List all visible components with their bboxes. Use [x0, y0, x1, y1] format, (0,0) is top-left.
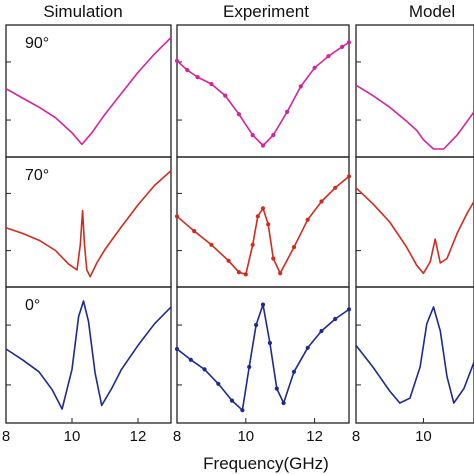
data-point-r2-1: [188, 357, 193, 362]
curve-c2-r2: [355, 306, 474, 404]
data-point-r2-10: [274, 386, 279, 391]
data-point-r2-15: [333, 316, 338, 322]
curve-c2-r0: [355, 84, 474, 150]
data-point-r2-14: [319, 328, 324, 334]
data-point-r0-8: [271, 133, 276, 138]
curve-c2-r1: [355, 187, 474, 275]
data-point-r0-2: [195, 75, 200, 80]
data-point-r0-5: [236, 112, 241, 117]
panel-grid: 90° 70° 0° 8 10 12 8 10 12 8 10: [2, 24, 474, 445]
data-point-r0-0: [174, 58, 180, 63]
data-point-r0-14: [346, 40, 352, 45]
curve-c1-r1: [176, 175, 350, 276]
data-point-r1-8: [260, 206, 266, 211]
x-tick-label-c0-1: 10: [64, 428, 81, 445]
data-point-r2-4: [229, 398, 235, 403]
data-point-r1-0: [174, 214, 180, 219]
curve-c1-r0: [176, 41, 350, 147]
data-point-r0-11: [312, 65, 317, 70]
curve-c1-r2: [176, 303, 350, 412]
data-point-r1-9: [266, 222, 271, 227]
data-point-r2-12: [291, 369, 297, 374]
x-tick-label-c0-0: 8: [2, 428, 10, 445]
data-point-r1-2: [209, 242, 214, 247]
model-column-title: Model: [409, 2, 455, 21]
curve-c0-r1: [5, 170, 172, 278]
curve-c0-r0: [5, 37, 172, 146]
panel-frame-c1-r2: [176, 286, 350, 424]
data-point-r0-7: [260, 143, 266, 148]
data-point-r1-7: [255, 214, 260, 219]
data-point-r2-2: [202, 367, 207, 372]
x-tick-label-c2-1: 10: [415, 428, 432, 445]
data-point-r1-14: [319, 199, 324, 204]
data-point-r0-12: [326, 54, 331, 59]
data-point-r2-8: [260, 302, 266, 307]
data-point-r2-6: [247, 364, 252, 370]
curve-c0-r2: [5, 300, 172, 410]
x-axis-label: Frequency(GHz): [203, 454, 329, 473]
data-point-r1-10: [271, 256, 276, 261]
simulation-column-title: Simulation: [43, 2, 122, 21]
data-point-r2-7: [254, 322, 259, 328]
panel-frame-c2-r1: [355, 156, 474, 288]
data-point-r0-10: [298, 84, 303, 89]
data-point-r2-13: [305, 345, 310, 350]
x-tick-label-c0-2: 12: [130, 428, 147, 445]
angle-label-90: 90°: [25, 35, 49, 52]
data-point-r0-13: [340, 44, 345, 50]
data-point-r0-9: [285, 109, 290, 114]
data-point-r0-3: [209, 81, 214, 87]
angle-label-0: 0°: [25, 297, 40, 314]
data-point-r2-3: [216, 381, 221, 386]
data-point-r0-4: [223, 93, 228, 98]
x-tick-label-c2-0: 8: [352, 428, 360, 445]
data-point-r0-1: [185, 68, 190, 73]
x-tick-label-c1-2: 12: [306, 428, 323, 445]
x-tick-label-c1-0: 8: [173, 428, 181, 445]
data-point-r1-4: [236, 270, 241, 275]
experiment-column-title: Experiment: [223, 2, 309, 21]
data-point-r2-11: [281, 400, 286, 406]
data-point-r1-15: [333, 185, 338, 190]
data-point-r1-6: [250, 242, 255, 247]
data-point-r1-5: [243, 272, 248, 277]
data-point-r2-9: [267, 340, 272, 346]
data-point-r0-6: [250, 133, 255, 138]
data-point-r1-16: [346, 174, 352, 179]
panel-frame-c1-r0: [176, 24, 350, 158]
panel-frame-c1-r1: [176, 156, 350, 288]
data-point-r2-16: [346, 307, 352, 312]
panel-frame-c0-r2: [5, 286, 172, 424]
data-point-r2-0: [174, 346, 180, 352]
data-point-r1-11: [278, 271, 283, 276]
x-tick-label-c1-1: 10: [237, 428, 254, 445]
data-point-r1-13: [305, 217, 310, 222]
data-point-r1-1: [192, 229, 197, 234]
panel-frame-c2-r0: [355, 24, 474, 158]
data-point-r1-12: [291, 245, 297, 250]
angle-label-70: 70°: [25, 167, 49, 184]
data-point-r2-5: [240, 408, 245, 413]
data-point-r1-3: [226, 258, 231, 263]
panel-frame-c2-r2: [355, 286, 474, 424]
